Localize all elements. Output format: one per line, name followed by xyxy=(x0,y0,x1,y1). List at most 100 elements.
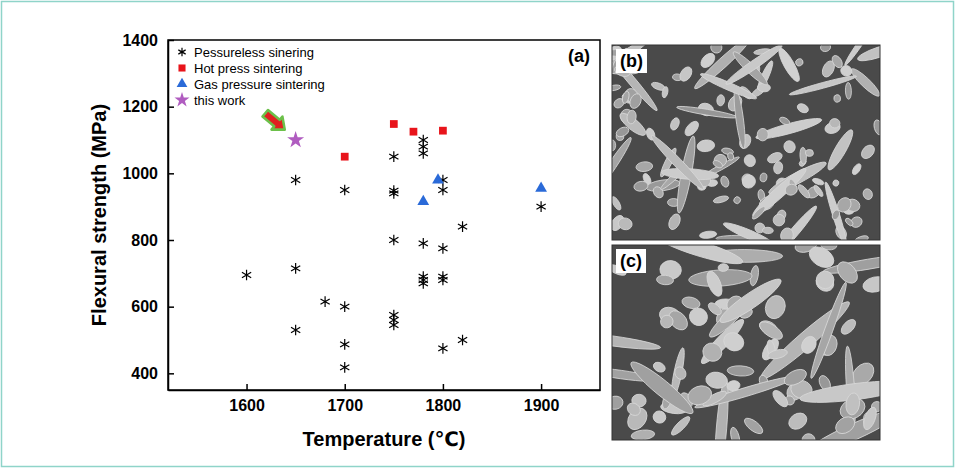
grain xyxy=(839,317,859,337)
grain xyxy=(786,410,810,433)
grain xyxy=(621,91,630,105)
grain xyxy=(856,45,880,64)
grain xyxy=(778,116,790,126)
point xyxy=(419,238,428,249)
point xyxy=(242,270,251,281)
grain xyxy=(845,392,861,416)
point xyxy=(535,182,547,192)
tick-label: 1000 xyxy=(122,165,158,182)
grain xyxy=(709,45,724,55)
grain xyxy=(722,220,776,240)
point xyxy=(340,301,349,312)
micrograph xyxy=(612,245,880,440)
point xyxy=(438,243,447,254)
grain xyxy=(757,128,769,141)
tick-label: 1800 xyxy=(426,397,462,414)
grain xyxy=(829,118,840,128)
point xyxy=(419,278,428,289)
micrograph xyxy=(612,45,880,240)
panel-label-ground xyxy=(616,49,647,73)
tick-label: 400 xyxy=(131,365,158,382)
grain xyxy=(612,329,661,352)
tick: 1000 xyxy=(122,165,174,182)
plot-frame xyxy=(168,40,600,390)
grain xyxy=(673,365,688,381)
grain xyxy=(831,209,841,221)
tick-mark xyxy=(246,384,248,390)
point xyxy=(291,325,300,336)
grain xyxy=(699,230,717,239)
grain xyxy=(631,429,656,440)
tick: 1200 xyxy=(122,98,174,115)
grain xyxy=(716,274,785,328)
grain xyxy=(757,318,785,342)
grain xyxy=(705,371,729,390)
tick-mark xyxy=(168,173,174,175)
point xyxy=(287,131,304,147)
grain xyxy=(653,245,745,269)
grain xyxy=(799,377,880,407)
tick: 1400 xyxy=(122,32,174,49)
point xyxy=(389,151,398,162)
grain xyxy=(773,214,785,226)
legend-marker xyxy=(177,78,188,87)
tick-label: 1200 xyxy=(122,98,158,115)
grain xyxy=(832,413,857,437)
y-axis: 400600800100012001400 xyxy=(122,32,174,391)
grain xyxy=(612,140,616,151)
grain xyxy=(712,159,724,169)
legend-marker xyxy=(174,92,189,106)
grain xyxy=(733,195,742,204)
grain xyxy=(769,203,819,240)
grain xyxy=(839,64,854,78)
point xyxy=(341,153,349,161)
grain xyxy=(626,110,637,125)
point xyxy=(438,185,447,196)
figure: 1600170018001900400600800100012001400Tem… xyxy=(0,0,955,468)
point xyxy=(410,128,418,136)
grain xyxy=(612,395,624,411)
grain xyxy=(704,269,725,298)
grain xyxy=(681,295,701,310)
grain xyxy=(740,172,758,190)
tick-label: 1400 xyxy=(122,32,158,49)
legend: Pessureless sineringHot press sinteringG… xyxy=(174,45,324,108)
point xyxy=(419,148,428,159)
tick-mark xyxy=(168,373,174,375)
grain xyxy=(759,173,767,183)
tick-label: 1600 xyxy=(229,397,265,414)
grain xyxy=(612,135,634,195)
legend-label: this work xyxy=(194,93,246,108)
grain xyxy=(625,400,643,418)
tick-mark xyxy=(344,384,346,390)
grain xyxy=(779,227,794,240)
grain xyxy=(648,133,706,193)
grain xyxy=(727,365,754,376)
grain xyxy=(742,415,765,436)
legend-marker xyxy=(178,64,185,71)
point xyxy=(432,173,444,183)
point xyxy=(438,343,447,354)
grain xyxy=(721,329,747,354)
grain xyxy=(782,139,797,155)
grain xyxy=(724,45,785,87)
grain xyxy=(661,86,669,98)
point xyxy=(340,185,349,196)
legend-label: Gas pressure sintering xyxy=(194,77,325,92)
point xyxy=(340,362,349,373)
grain xyxy=(633,180,649,192)
grain xyxy=(845,82,852,99)
plot-area xyxy=(242,120,547,373)
grain xyxy=(612,45,654,74)
grain xyxy=(612,195,623,211)
point xyxy=(390,120,398,128)
grain xyxy=(773,161,784,175)
grain xyxy=(859,143,877,161)
grain xyxy=(628,92,644,110)
grain xyxy=(844,217,854,227)
grain xyxy=(762,227,773,234)
grain xyxy=(742,153,757,169)
grain xyxy=(656,275,674,286)
grain xyxy=(807,281,849,380)
grain xyxy=(700,340,726,365)
